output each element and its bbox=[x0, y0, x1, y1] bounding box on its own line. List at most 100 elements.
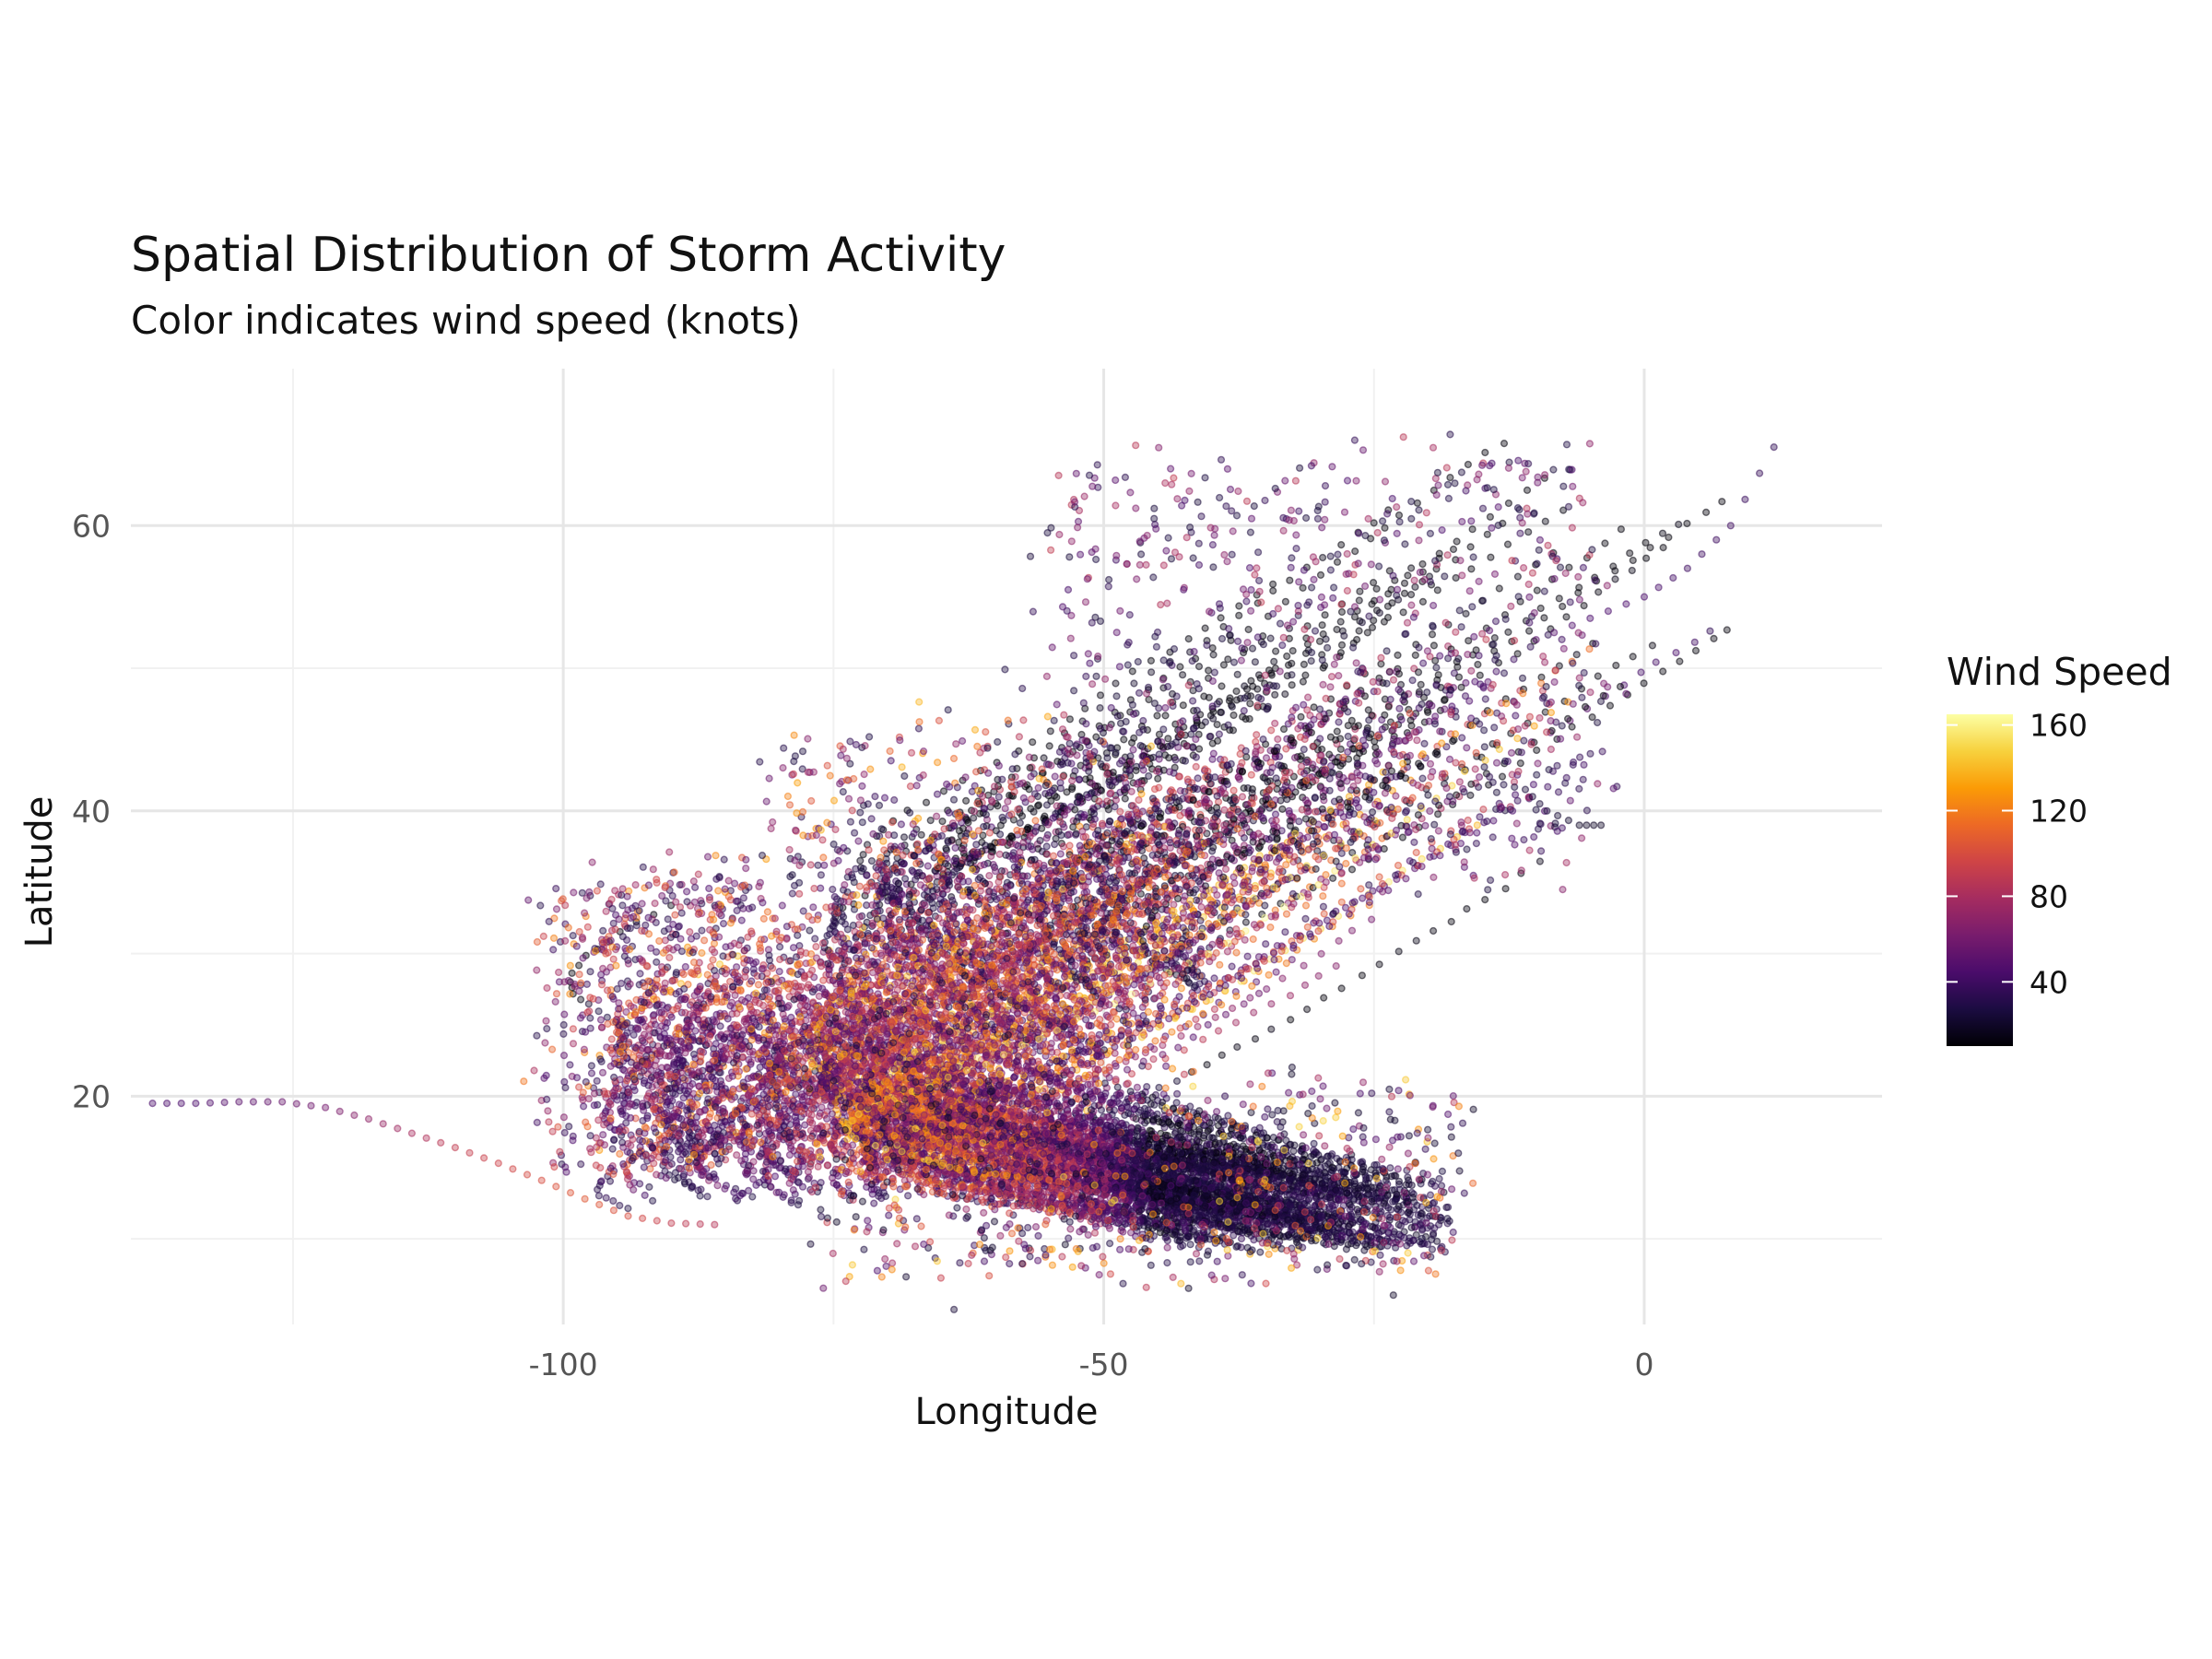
storm-point bbox=[1629, 653, 1637, 661]
storm-point bbox=[1105, 1073, 1113, 1082]
storm-point bbox=[1317, 949, 1325, 959]
data-points bbox=[148, 430, 1778, 1313]
storm-point bbox=[679, 970, 688, 979]
storm-point bbox=[1128, 667, 1136, 676]
storm-point bbox=[1395, 704, 1404, 712]
storm-point bbox=[1241, 935, 1249, 944]
storm-point bbox=[1112, 1076, 1120, 1084]
storm-point bbox=[1544, 630, 1552, 640]
storm-point bbox=[1322, 877, 1330, 887]
storm-point bbox=[1412, 936, 1420, 945]
storm-point bbox=[1240, 1000, 1248, 1008]
storm-point bbox=[1263, 984, 1271, 994]
storm-point bbox=[1652, 658, 1660, 666]
storm-point bbox=[1121, 794, 1129, 803]
storm-point bbox=[1458, 734, 1466, 742]
storm-point bbox=[1394, 947, 1403, 956]
storm-point bbox=[1540, 614, 1548, 622]
storm-point bbox=[648, 1196, 657, 1206]
storm-point bbox=[754, 981, 763, 989]
storm-point bbox=[1706, 627, 1714, 635]
storm-point bbox=[1718, 498, 1726, 506]
storm-point bbox=[1112, 1015, 1121, 1023]
storm-point bbox=[1147, 656, 1156, 665]
storm-point bbox=[709, 956, 717, 964]
storm-point bbox=[1446, 473, 1454, 482]
storm-point bbox=[1637, 668, 1645, 677]
storm-point bbox=[1209, 651, 1218, 659]
storm-point bbox=[1701, 508, 1711, 517]
storm-point bbox=[1373, 688, 1382, 696]
storm-point bbox=[1267, 1000, 1276, 1008]
storm-point bbox=[1394, 669, 1404, 678]
storm-point bbox=[1367, 915, 1376, 924]
storm-point bbox=[1254, 989, 1264, 998]
storm-point bbox=[1413, 499, 1422, 507]
storm-point bbox=[703, 1193, 712, 1201]
storm-point bbox=[1046, 727, 1054, 735]
storm-point bbox=[1154, 774, 1162, 782]
storm-point bbox=[645, 1182, 653, 1192]
storm-point bbox=[1648, 641, 1657, 650]
storm-point bbox=[1492, 759, 1501, 767]
storm-point bbox=[1199, 1035, 1207, 1043]
storm-point bbox=[1159, 1051, 1167, 1059]
storm-point bbox=[1194, 1022, 1202, 1031]
storm-point bbox=[1454, 673, 1464, 681]
storm-point bbox=[922, 798, 931, 806]
storm-point bbox=[677, 1156, 685, 1164]
storm-point bbox=[1230, 786, 1238, 794]
chart-subtitle: Color indicates wind speed (knots) bbox=[131, 298, 801, 343]
storm-point bbox=[1426, 806, 1434, 816]
storm-point bbox=[1155, 1083, 1163, 1092]
storm-point bbox=[1463, 904, 1471, 913]
storm-point bbox=[1281, 928, 1289, 936]
storm-point bbox=[1246, 700, 1254, 708]
storm-point bbox=[1672, 648, 1680, 657]
storm-point bbox=[1318, 621, 1326, 629]
storm-point bbox=[1355, 699, 1363, 707]
storm-point bbox=[1424, 791, 1432, 799]
storm-point bbox=[1314, 971, 1323, 981]
storm-point bbox=[1282, 745, 1290, 753]
storm-point bbox=[1316, 571, 1325, 580]
storm-point bbox=[1375, 960, 1383, 969]
storm-point bbox=[1492, 667, 1500, 676]
storm-point bbox=[1389, 676, 1398, 684]
storm-point bbox=[1690, 638, 1699, 646]
storm-point bbox=[1262, 940, 1270, 948]
storm-point bbox=[1180, 1046, 1188, 1054]
storm-point bbox=[1203, 1061, 1211, 1069]
chart-title: Spatial Distribution of Storm Activity bbox=[131, 228, 1006, 283]
storm-point bbox=[1333, 558, 1342, 566]
storm-point bbox=[1184, 634, 1193, 643]
storm-point bbox=[1204, 1020, 1212, 1030]
storm-point bbox=[1247, 771, 1255, 779]
storm-point bbox=[1665, 533, 1673, 542]
storm-point bbox=[1332, 961, 1340, 971]
storm-point bbox=[1160, 947, 1169, 955]
storm-point bbox=[1300, 981, 1310, 990]
storm-point bbox=[1138, 1003, 1147, 1012]
storm-point bbox=[939, 787, 948, 795]
storm-point bbox=[1218, 1051, 1226, 1059]
storm-point bbox=[1464, 460, 1473, 469]
storm-point bbox=[1221, 865, 1230, 874]
storm-point bbox=[1315, 637, 1324, 645]
storm-point bbox=[1400, 579, 1409, 587]
storm-point bbox=[1233, 1042, 1241, 1052]
storm-point bbox=[1201, 624, 1209, 632]
storm-point bbox=[1302, 1005, 1312, 1014]
storm-point bbox=[1221, 1010, 1230, 1018]
storm-point bbox=[1170, 900, 1178, 909]
storm-point bbox=[1210, 974, 1218, 982]
storm-point bbox=[1372, 584, 1381, 594]
storm-point bbox=[1246, 994, 1254, 1002]
storm-point bbox=[1683, 519, 1691, 528]
storm-point bbox=[1524, 627, 1534, 635]
storm-point bbox=[622, 1168, 630, 1176]
storm-point bbox=[1217, 614, 1225, 622]
storm-point bbox=[1243, 952, 1252, 960]
storm-point bbox=[1256, 1248, 1265, 1256]
